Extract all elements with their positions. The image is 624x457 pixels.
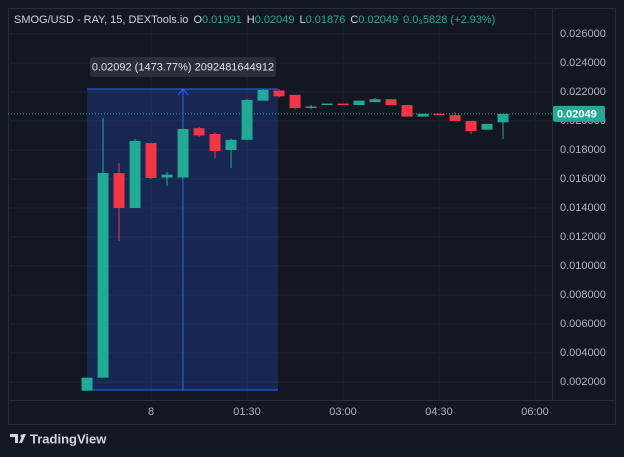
y-tick-label: 0.010000	[560, 260, 606, 272]
y-tick-label: 0.014000	[560, 202, 606, 214]
brand: TradingView	[30, 431, 107, 446]
ohlc-value: 0.02049	[255, 14, 295, 26]
candle-body	[417, 113, 429, 117]
ohlc-value: 0.01991	[202, 14, 242, 26]
candle-body	[337, 103, 349, 106]
x-tick-label: 01:30	[233, 406, 261, 418]
candle-body	[401, 105, 413, 117]
last-price-box	[553, 105, 605, 122]
candle-body	[161, 174, 173, 178]
y-tick-label: 0.012000	[560, 231, 606, 243]
candle-body	[81, 377, 93, 391]
candle-body	[353, 100, 365, 106]
y-tick-label: 0.008000	[560, 289, 606, 301]
candles	[81, 89, 509, 391]
candle-body	[97, 173, 109, 378]
candle-body	[257, 89, 269, 101]
y-tick-label: 0.016000	[560, 173, 606, 185]
ohlc-value: 0.02049	[358, 14, 398, 26]
candle-body	[241, 99, 253, 140]
candle-body	[481, 123, 493, 130]
y-tick-label: 0.026000	[560, 28, 606, 40]
ohlc-label: C	[350, 14, 358, 26]
x-tick-label: 06:00	[521, 406, 549, 418]
candle-body	[273, 90, 285, 97]
header-change: 0.0₃5828 (+2.93%)	[403, 14, 495, 26]
y-tick-label: 0.024000	[560, 57, 606, 69]
header: SMOG/USD - RAY, 15, DEXTools.io O0.01991 H…	[14, 14, 495, 26]
candle-body	[385, 99, 397, 106]
measure-label-box	[90, 57, 276, 77]
last-price-label: 0.02049	[557, 108, 597, 120]
y-tick-label: 0.002000	[560, 376, 606, 388]
y-tick-label: 0.018000	[560, 144, 606, 156]
x-tick-label: 8	[148, 406, 154, 418]
ohlc-label: H	[247, 14, 255, 26]
candle-body	[225, 139, 237, 150]
candle-body	[177, 128, 189, 178]
y-tick-label: 0.022000	[560, 86, 606, 98]
ohlc-label: L	[299, 14, 305, 26]
candle-body	[209, 134, 221, 151]
candle-body	[145, 143, 157, 178]
brand-logo	[10, 434, 26, 443]
candle-body	[129, 140, 141, 208]
candle-body	[497, 113, 509, 123]
candle-body	[193, 128, 205, 136]
candle-body	[321, 103, 333, 106]
measure-arrowhead	[177, 88, 189, 96]
ohlc-value: 0.01876	[306, 14, 346, 26]
candle-body	[289, 94, 301, 109]
labels: 0.002000 0.004000 0.006000 0.008000 0.010000…	[148, 28, 606, 418]
frame	[8, 8, 616, 425]
x-tick-label: 04:30	[425, 406, 453, 418]
candle-body	[449, 115, 461, 121]
x-tick-label: 03:00	[329, 406, 357, 418]
candle-body	[433, 113, 445, 116]
candle-body	[369, 99, 381, 103]
candle-body	[305, 106, 317, 108]
y-tick-label: 0.004000	[560, 347, 606, 359]
header-title: SMOG/USD - RAY, 15, DEXTools.io	[14, 14, 188, 26]
y-tick-label: 0.006000	[560, 318, 606, 330]
ohlc-label: O	[193, 14, 202, 26]
candle-body	[113, 173, 125, 208]
measure-label: 0.02092 (1473.77%) 2092481644912	[92, 61, 274, 73]
candle-body	[465, 120, 477, 132]
